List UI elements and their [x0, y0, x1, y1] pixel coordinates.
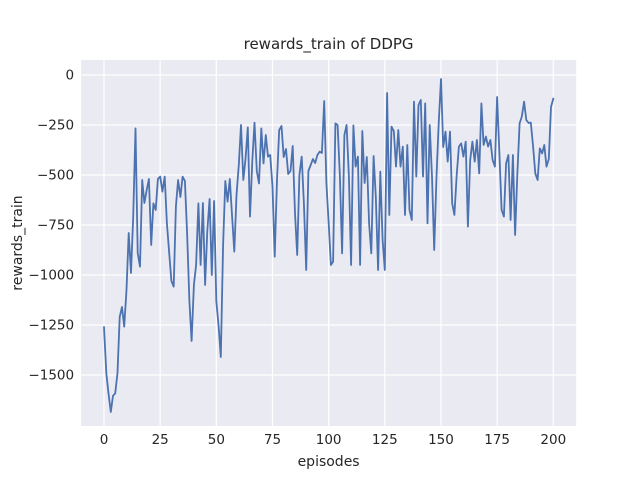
x-tick-label: 75 [264, 432, 281, 448]
x-tick-label: 25 [152, 432, 169, 448]
x-tick-label: 50 [208, 432, 225, 448]
y-tick-label: −1000 [28, 268, 74, 284]
x-tick-label: 175 [484, 432, 510, 448]
x-axis-label: episodes [298, 454, 360, 470]
plot-area: 0 25 50 75 100 125 150 175 200 0 −250 −500 −750 −1000… [28, 60, 577, 448]
chart-title: rewards_train of DDPG [244, 35, 414, 54]
y-tick-label: −750 [37, 218, 74, 234]
y-tick-label: −250 [37, 118, 74, 134]
y-tick-label: −1250 [28, 318, 74, 334]
x-tick-label: 0 [100, 432, 109, 448]
x-tick-label: 100 [316, 432, 342, 448]
series-line [103, 78, 555, 413]
x-tick-label: 125 [372, 432, 398, 448]
y-tick-label: 0 [66, 68, 75, 84]
y-tick-label: −1500 [28, 368, 74, 384]
x-tick-label: 200 [540, 432, 566, 448]
y-axis-label: rewards_train [10, 195, 26, 290]
y-tick-label: −500 [37, 168, 74, 184]
x-tick-label: 150 [428, 432, 454, 448]
